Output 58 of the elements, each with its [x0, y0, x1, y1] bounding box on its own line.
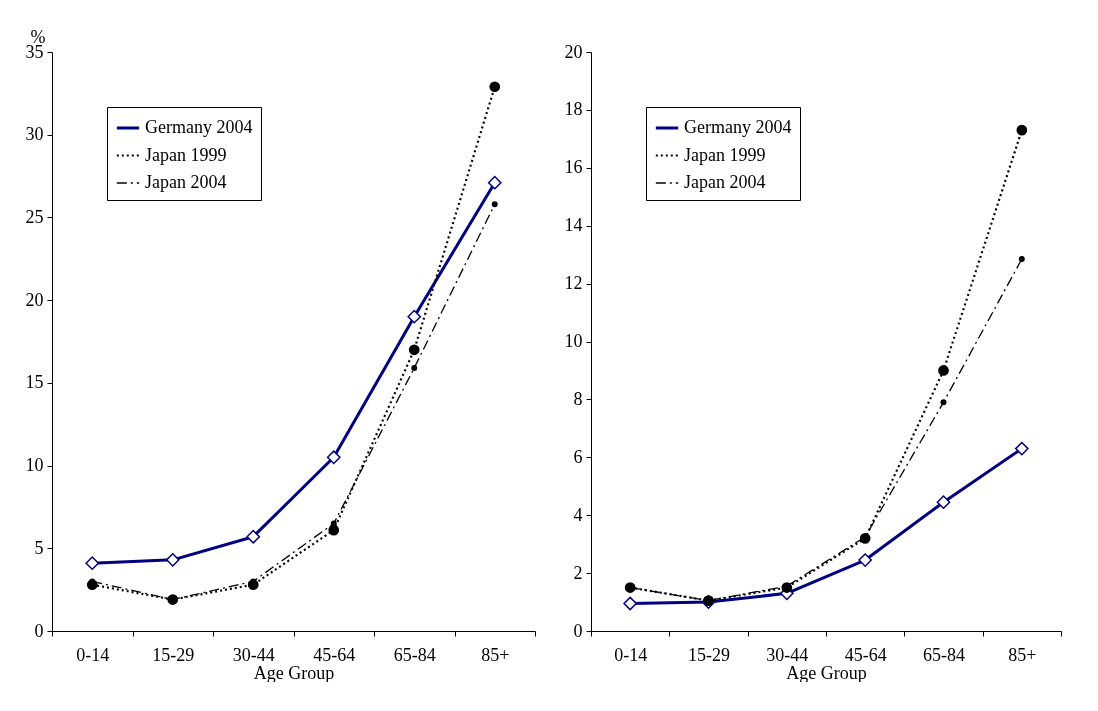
x-tick-label: 15-29	[152, 644, 195, 665]
point	[326, 450, 341, 465]
point	[936, 495, 951, 510]
point	[165, 552, 180, 567]
y-tick-label: 0	[573, 620, 583, 641]
point	[407, 309, 422, 324]
x-tick-label: 45-64	[844, 644, 887, 665]
point	[487, 175, 502, 190]
y-tick-label: 10	[564, 331, 583, 351]
y-tick-label: 18	[564, 99, 583, 120]
y-tick-label: 12	[564, 273, 583, 294]
point	[408, 344, 420, 356]
y-tick-label: 16	[564, 157, 583, 178]
y-tick-label: 25	[25, 206, 44, 227]
legend-label: Germany 2004	[145, 117, 253, 137]
y-tick-label: 30	[25, 124, 44, 145]
point	[938, 365, 949, 376]
x-tick-label: 65-84	[923, 644, 965, 665]
x-tick-label: 30-44	[232, 644, 275, 665]
point	[85, 556, 100, 571]
x-tick-label: 15-29	[688, 644, 730, 665]
point	[1014, 441, 1029, 456]
y-tick-label: 6	[573, 446, 583, 467]
x-tick-label: 30-44	[766, 644, 809, 665]
y-tick-label: 8	[573, 388, 583, 409]
y-tick-label: 20	[25, 289, 44, 310]
point	[491, 201, 498, 208]
point	[1016, 124, 1028, 136]
legend-label: Japan 2004	[684, 172, 766, 192]
point	[623, 596, 638, 611]
y-tick-label: 15	[25, 372, 44, 393]
x-tick-label: 0-14	[76, 644, 110, 665]
x-tick-label: 45-64	[313, 644, 356, 665]
x-tick-label: 65-84	[393, 644, 436, 665]
y-tick-label: 14	[564, 215, 583, 236]
x-tick-label: 85+	[481, 644, 510, 665]
x-axis-title: Age Group	[253, 662, 335, 683]
legend-label: Japan 1999	[145, 144, 227, 165]
x-tick-label: 0-14	[614, 644, 648, 665]
y-tick-label: 2	[573, 562, 583, 583]
point	[1018, 256, 1025, 262]
legend-label: Germany 2004	[684, 117, 792, 137]
point	[246, 529, 261, 544]
y-tick-label: 10	[25, 455, 44, 476]
point	[411, 364, 418, 371]
y-tick-label: 20	[564, 41, 583, 62]
x-tick-label: 85+	[1008, 644, 1037, 665]
y-tick-label: 0	[34, 620, 44, 641]
legend-label: Japan 1999	[684, 144, 766, 165]
y-tick-label: 5	[34, 537, 44, 558]
x-axis-title: Age Group	[786, 662, 867, 683]
legend-label: Japan 2004	[145, 172, 227, 192]
point	[328, 524, 340, 536]
y-tick-label: 4	[573, 504, 583, 525]
point	[330, 520, 337, 527]
point	[940, 399, 947, 406]
point	[858, 553, 873, 567]
point	[489, 81, 501, 93]
